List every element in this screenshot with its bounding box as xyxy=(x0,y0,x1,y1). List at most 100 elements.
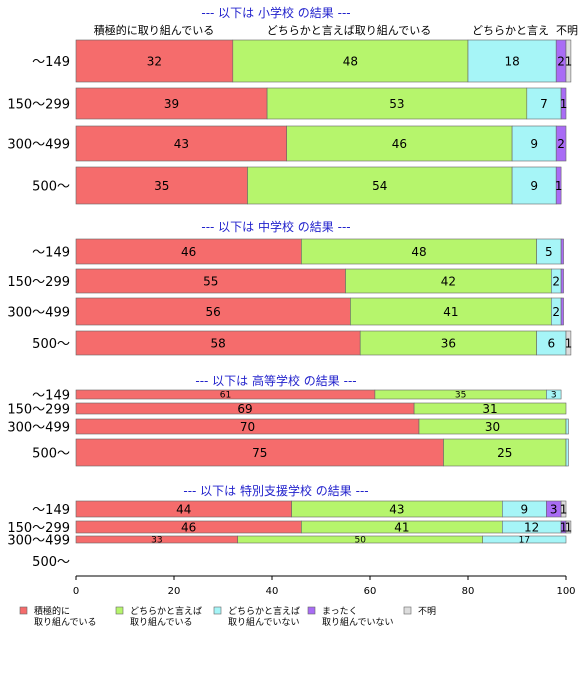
panel-3: --- 以下は 高等学校 の結果 --- ～149 61 35 3 150～299 69 31… xyxy=(7,373,569,467)
bar-segment xyxy=(560,297,564,326)
data-label: 5 xyxy=(545,245,553,259)
data-label: 56 xyxy=(206,305,221,319)
bar-segment xyxy=(511,125,557,162)
bar-segment xyxy=(565,330,572,356)
row-label: ～149 xyxy=(32,503,70,518)
legend-label: 取り組んでいない xyxy=(228,616,300,628)
bar-segment xyxy=(247,166,513,205)
bar-segment xyxy=(560,268,564,294)
panel-title: --- 以下は 小学校 の結果 --- xyxy=(201,5,350,20)
bar-segment xyxy=(286,125,513,162)
row-label: ～149 xyxy=(32,246,70,261)
data-label: 17 xyxy=(519,536,530,546)
bar-segment xyxy=(565,39,572,83)
data-label: 6 xyxy=(547,337,555,351)
row-label: 150～299 xyxy=(7,403,70,418)
data-label: 32 xyxy=(147,55,162,69)
row-label: 150～299 xyxy=(7,521,70,536)
data-label: 48 xyxy=(411,245,426,259)
legend-swatch xyxy=(19,606,28,615)
row-label: ～149 xyxy=(32,389,70,404)
data-label: 1 xyxy=(560,521,568,535)
data-label: 42 xyxy=(441,275,456,289)
legend-swatch xyxy=(213,606,222,615)
panel-4: --- 以下は 特別支援学校 の結果 --- ～149 44 43 9 3 1 150～299… xyxy=(7,483,572,570)
data-label: 58 xyxy=(210,337,225,351)
data-label: 43 xyxy=(174,137,189,151)
data-label: 12 xyxy=(524,521,539,535)
tick-label: 100 xyxy=(556,586,575,597)
data-label: 36 xyxy=(441,337,456,351)
data-label: 1 xyxy=(565,55,573,69)
row-label: 500～ xyxy=(32,447,70,462)
bar-segment xyxy=(443,438,567,467)
bar-segment xyxy=(560,500,567,518)
data-label: 41 xyxy=(443,305,458,319)
data-label: 50 xyxy=(354,536,366,546)
data-label: 2 xyxy=(552,275,560,289)
bar-segment xyxy=(565,438,569,467)
data-label: 9 xyxy=(521,503,529,517)
data-label: 39 xyxy=(164,97,179,111)
bar-segment xyxy=(75,438,444,467)
bar-segment xyxy=(536,238,562,265)
data-label: 1 xyxy=(565,521,573,535)
data-label: 43 xyxy=(389,503,404,517)
column-header-2: どちらかと言え xyxy=(472,24,549,37)
bar-segment xyxy=(467,39,557,83)
data-label: 18 xyxy=(504,55,519,69)
bar-segment xyxy=(232,39,469,83)
data-label: 55 xyxy=(203,275,218,289)
data-label: 69 xyxy=(237,402,252,416)
legend-label: どちらかと言えば xyxy=(130,605,202,617)
data-label: 46 xyxy=(181,245,196,259)
legend-label: どちらかと言えば xyxy=(228,605,300,617)
bar-segment xyxy=(413,402,567,415)
data-label: 31 xyxy=(482,402,497,416)
row-label: ～149 xyxy=(32,55,70,70)
bar-segment xyxy=(75,238,302,265)
data-label: 54 xyxy=(372,179,387,193)
legend-swatch xyxy=(307,606,316,615)
data-label: 35 xyxy=(455,391,466,401)
column-header-1: どちらかと言えば取り組んでいる xyxy=(267,24,431,37)
tick-label: 20 xyxy=(168,586,181,597)
column-header-3: 不明 xyxy=(556,24,578,37)
bar-segment xyxy=(565,418,569,435)
bar-segment xyxy=(75,125,287,162)
data-label: 2 xyxy=(557,55,565,69)
legend-label: 取り組んでいる xyxy=(34,616,97,628)
row-label: 500～ xyxy=(32,555,70,570)
data-label: 1 xyxy=(560,503,568,517)
row-label: 500～ xyxy=(32,180,70,195)
panel-title: --- 以下は 特別支援学校 の結果 --- xyxy=(183,483,368,498)
data-label: 3 xyxy=(551,391,557,401)
panel-2: --- 以下は 中学校 の結果 --- ～149 46 48 5 150～299 55 42 2… xyxy=(7,219,572,356)
data-label: 35 xyxy=(154,179,169,193)
bar-segment xyxy=(301,238,537,265)
bar-segment xyxy=(75,297,351,326)
panel-title: --- 以下は 中学校 の結果 --- xyxy=(201,219,350,234)
bar-segment xyxy=(536,330,567,356)
data-label: 3 xyxy=(550,503,558,517)
bar-segment xyxy=(546,389,562,400)
bar-segment xyxy=(75,268,346,294)
data-label: 25 xyxy=(497,446,512,460)
data-label: 75 xyxy=(252,446,267,460)
legend-label: 不明 xyxy=(418,606,436,617)
row-label: 500～ xyxy=(32,337,70,352)
tick-label: 40 xyxy=(266,586,279,597)
legend-label: まったく xyxy=(322,606,358,617)
bar-segment xyxy=(482,535,567,544)
bar-segment xyxy=(555,125,567,162)
data-label: 30 xyxy=(485,420,500,434)
data-label: 9 xyxy=(530,137,538,151)
data-label: 61 xyxy=(220,391,231,401)
data-label: 41 xyxy=(394,521,409,535)
bar-segment xyxy=(560,87,567,120)
data-label: 33 xyxy=(151,536,162,546)
data-label: 53 xyxy=(389,97,404,111)
legend-label: 取り組んでいる xyxy=(130,616,193,628)
column-header-0: 積極的に取り組んでいる xyxy=(94,23,214,37)
